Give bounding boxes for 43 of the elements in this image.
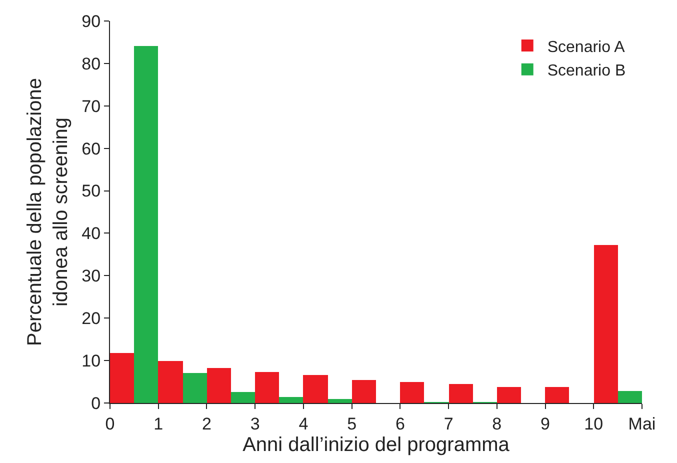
y-tick-label: 90 xyxy=(82,12,101,31)
bar xyxy=(231,392,255,403)
bar xyxy=(328,399,352,403)
y-tick-label: 40 xyxy=(82,224,101,244)
bar xyxy=(303,375,328,403)
y-tick-label: 70 xyxy=(82,96,101,116)
bar xyxy=(279,397,303,403)
bar xyxy=(400,382,424,403)
bar xyxy=(134,46,158,403)
bar xyxy=(158,361,183,403)
bar xyxy=(449,384,473,403)
x-tick-label: 1 xyxy=(154,414,164,434)
legend-label: Scenario A xyxy=(547,38,626,56)
bar xyxy=(545,387,569,403)
x-tick-label: 9 xyxy=(540,414,550,434)
x-tick-label: 3 xyxy=(250,414,260,434)
bar xyxy=(497,387,521,403)
bar xyxy=(352,380,376,403)
bar xyxy=(618,391,642,403)
x-axis-title: Anni dall’inizio del programma xyxy=(242,434,510,456)
legend-label: Scenario B xyxy=(547,62,626,80)
y-tick-label: 60 xyxy=(82,139,101,158)
bar xyxy=(255,372,279,403)
y-axis-title: Percentuale della popolazione idonea allo screening xyxy=(24,78,72,346)
x-tick-label: Mai xyxy=(628,414,656,434)
bar xyxy=(110,353,134,403)
y-tick-label: 10 xyxy=(82,352,101,371)
x-tick-label: 10 xyxy=(584,414,604,434)
x-tick-label: 8 xyxy=(492,414,502,434)
bar xyxy=(594,245,618,403)
x-tick-label: 6 xyxy=(395,414,405,434)
x-tick-label: 0 xyxy=(105,414,115,434)
x-tick-label: 2 xyxy=(202,414,212,434)
y-tick-label: 0 xyxy=(91,394,101,413)
x-tick-label: 5 xyxy=(347,414,357,434)
bar xyxy=(183,373,207,403)
bar xyxy=(207,368,231,403)
y-tick-label: 20 xyxy=(82,309,101,328)
y-tick-label: 80 xyxy=(82,54,101,74)
y-tick-label: 30 xyxy=(82,266,101,286)
x-tick-label: 7 xyxy=(444,414,454,434)
x-tick-label: 4 xyxy=(298,414,308,434)
y-tick-label: 50 xyxy=(82,182,101,201)
